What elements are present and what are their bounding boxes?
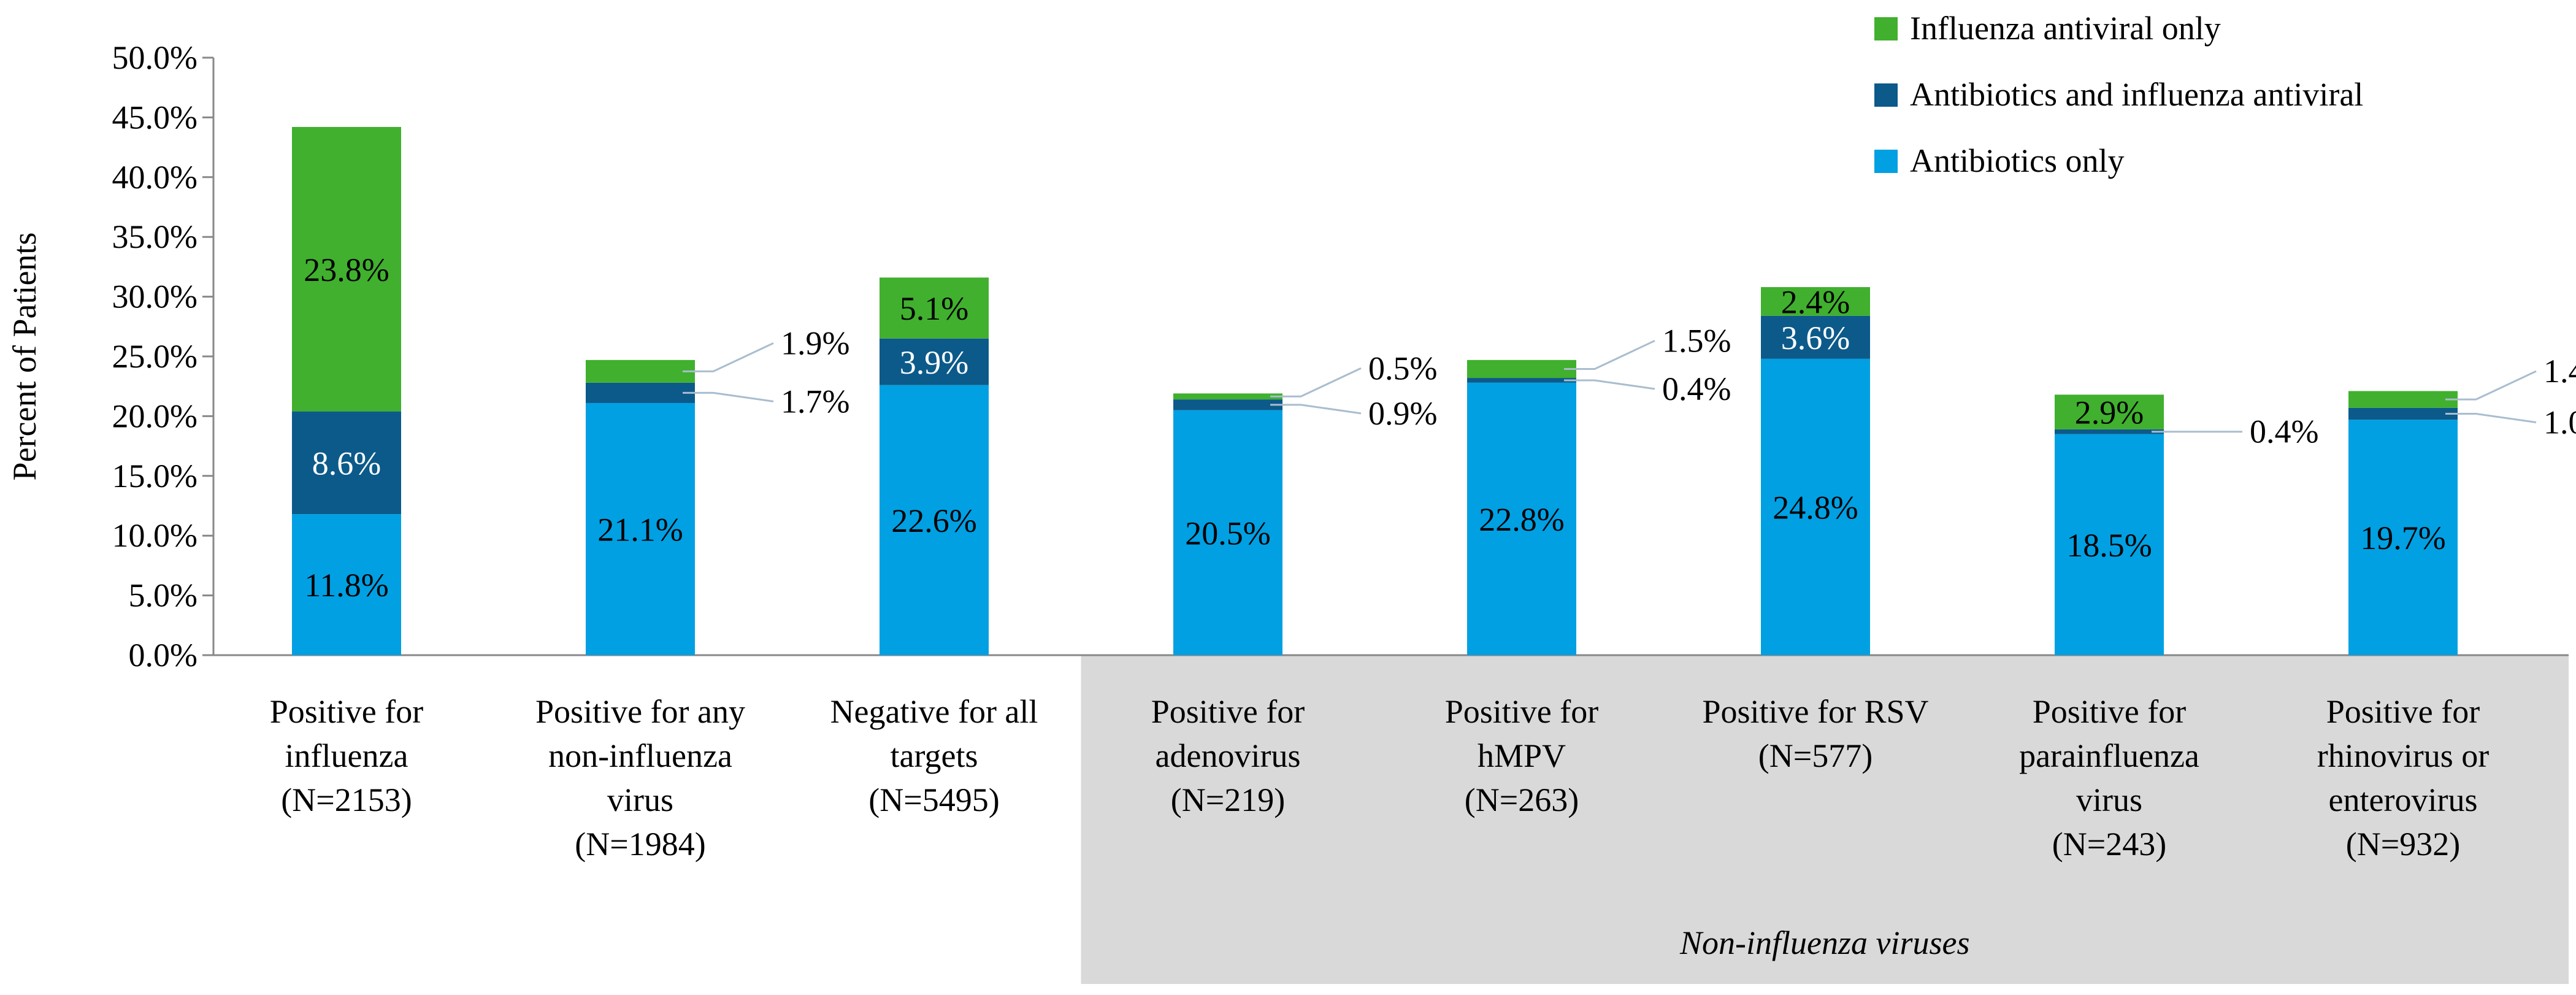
y-tick-label: 45.0% (112, 99, 197, 136)
bars (292, 126, 2458, 655)
data-label: 18.5% (2066, 527, 2152, 564)
data-label: 0.4% (2250, 413, 2318, 450)
category-label: Positive for any non-influenza virus (N=198… (535, 693, 745, 862)
data-label: 1.5% (1662, 322, 1731, 359)
data-label: 23.8% (304, 252, 389, 288)
category-label: Positive for rhinovirus or enterovirus (N=9… (2317, 693, 2489, 862)
y-tick-label: 35.0% (112, 218, 197, 255)
bar-segment (2055, 394, 2164, 429)
category-labels: Positive for influenza (N=2153) Positive fo… (270, 693, 2490, 862)
bar-segment (1467, 378, 1576, 383)
legend-swatch (1874, 17, 1898, 40)
callout-leader-line (1270, 404, 1362, 415)
non-influenza-group-label: Non-influenza viruses (1679, 924, 1969, 961)
data-label: 2.4% (1781, 283, 1850, 320)
bar-segment (1467, 359, 1576, 378)
y-tick-label: 20.0% (112, 398, 197, 434)
y-tick-label: 25.0% (112, 338, 197, 375)
bar-segment (1173, 410, 1282, 655)
bar-segment (1173, 393, 1282, 400)
data-label: 3.9% (900, 344, 968, 381)
y-tick-label: 0.0% (129, 637, 197, 674)
bar-segment (2348, 391, 2458, 408)
y-tick-label: 30.0% (112, 279, 197, 315)
bar-segment (586, 402, 695, 655)
legend-swatch (1874, 150, 1898, 173)
callout-leader-line (1270, 367, 1362, 398)
callout-leader-line (2445, 370, 2537, 401)
category-label: Positive for adenovirus (N=219) (1151, 693, 1305, 818)
bar-segment (586, 382, 695, 403)
legend-label: Antibiotics only (1910, 142, 2125, 179)
legend: Influenza antiviral only Antibiotics and … (1874, 10, 2363, 179)
bar-segment (880, 338, 989, 385)
data-label: 0.4% (1662, 371, 1731, 407)
category-label: Positive for hMPV (N=263) (1445, 693, 1599, 818)
bar-segment (292, 126, 401, 412)
data-label: 20.5% (1185, 515, 1270, 551)
data-label: 1.0% (2543, 404, 2576, 441)
callout-leader-line (1564, 379, 1655, 390)
legend-label: Antibiotics and influenza antiviral (1910, 76, 2363, 113)
bar-segment (1761, 358, 1870, 655)
axes: 0.0% 5.0% 10.0% 15.0% 20.0% 25.0% 30.0% 35.0% 40… (112, 39, 2569, 674)
data-labels: 11.8% 8.6% 23.8% 21.1% 1.9% 1.7% 22.6% 3.9% 5.1%… (304, 252, 2576, 604)
data-label: 1.9% (781, 325, 849, 361)
category-label: Positive for influenza (N=2153) (270, 693, 424, 818)
bar-segment (1467, 382, 1576, 655)
bar-segment (2348, 407, 2458, 420)
bar-segment (292, 514, 401, 655)
category-label: Positive for RSV (N=577) (1702, 693, 1928, 774)
bar-segment (292, 411, 401, 515)
callout-leader-line (683, 342, 774, 372)
data-label: 3.6% (1781, 320, 1850, 356)
legend-label: Influenza antiviral only (1910, 10, 2221, 47)
y-tick-label: 40.0% (112, 159, 197, 196)
y-tick-label: 10.0% (112, 517, 197, 554)
data-label: 22.8% (1479, 501, 1564, 538)
data-label: 5.1% (900, 290, 968, 327)
data-label: 21.1% (597, 511, 683, 548)
y-tick-label: 15.0% (112, 458, 197, 494)
data-label: 2.9% (2075, 394, 2144, 431)
callout-leader-line (1564, 340, 1655, 370)
data-label: 22.6% (891, 502, 976, 539)
bar-segment (880, 277, 989, 339)
bar-segment (586, 359, 695, 383)
data-label: 8.6% (312, 445, 381, 482)
y-axis-label: Percent of Patients (6, 232, 43, 481)
y-tick-label: 5.0% (129, 577, 197, 614)
bar-segment (2055, 429, 2164, 434)
data-label: 0.9% (1368, 395, 1437, 432)
category-label: Positive for parainfluenza virus (N=243) (2019, 693, 2199, 862)
data-label: 11.8% (304, 567, 388, 604)
callout-leader-line (2445, 413, 2537, 423)
bar-segment (880, 385, 989, 655)
bar-segment (2348, 420, 2458, 655)
data-label: 24.8% (1773, 489, 1858, 526)
data-label: 1.4% (2543, 353, 2576, 390)
data-label: 1.7% (781, 383, 849, 420)
bar-segment (1761, 287, 1870, 316)
callout-leader-line (683, 391, 774, 402)
legend-swatch (1874, 83, 1898, 107)
bar-segment (2055, 434, 2164, 655)
category-label: Negative for all targets (N=5495) (830, 693, 1038, 818)
bar-segment (1761, 315, 1870, 359)
non-influenza-group-box (1081, 655, 2569, 984)
data-label: 0.5% (1368, 350, 1437, 386)
y-tick-label: 50.0% (112, 39, 197, 76)
bar-segment (1173, 399, 1282, 410)
data-label: 19.7% (2360, 520, 2445, 556)
